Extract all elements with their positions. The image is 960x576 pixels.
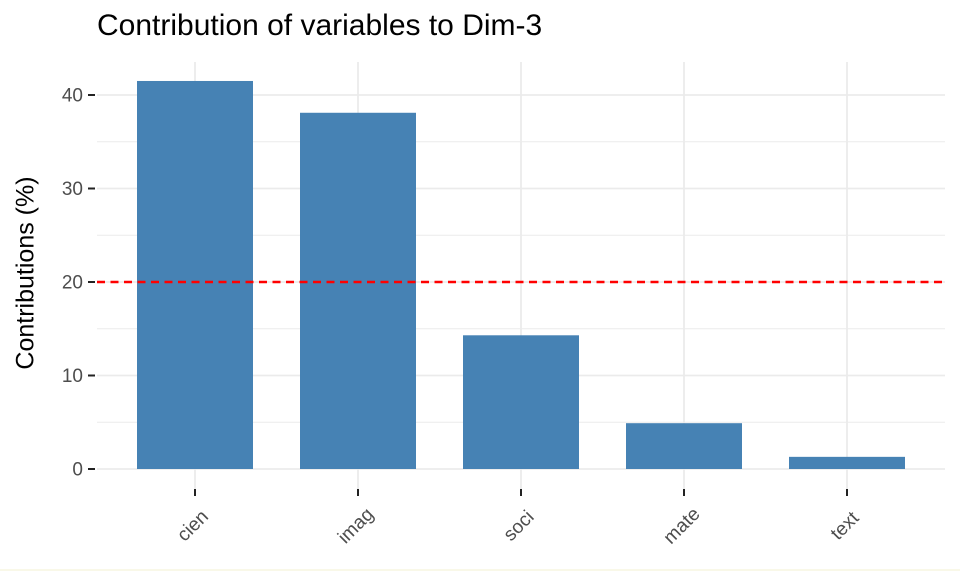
bar-imag (300, 112, 416, 469)
y-tick-label: 10 (62, 366, 83, 387)
bar-cien (137, 80, 253, 469)
bar-soci (463, 335, 579, 469)
y-tick-label: 0 (72, 460, 83, 481)
x-tick-label-mate: mate (660, 504, 705, 549)
x-tick-label-cien: cien (173, 506, 212, 545)
bottom-edge-artifact (0, 569, 960, 571)
chart-title: Contribution of variables to Dim-3 (97, 9, 543, 42)
x-tick-label-imag: imag (334, 504, 378, 548)
bar-mate (626, 423, 742, 469)
x-tick-label-text: text (827, 507, 864, 544)
bar-text (789, 456, 905, 469)
y-tick-label: 40 (62, 86, 83, 107)
y-tick-label: 30 (62, 179, 83, 200)
x-tick-label-soci: soci (500, 507, 539, 546)
y-tick-label: 20 (62, 273, 83, 294)
